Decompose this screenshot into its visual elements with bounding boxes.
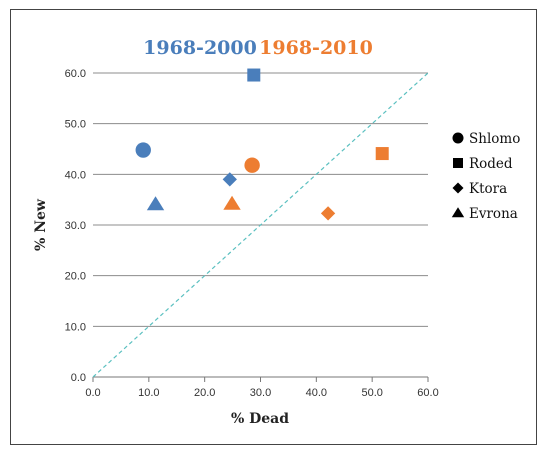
legend-label-roded: Roded	[469, 156, 513, 172]
y-tick-label: 0.0	[71, 372, 86, 384]
reference-line	[92, 72, 429, 378]
period-label-1968-2010: 1968-2010	[259, 37, 373, 59]
x-tick-label: 0.0	[85, 387, 100, 399]
point-1968-2000-evrona	[146, 196, 165, 211]
x-tick-label: 20.0	[194, 387, 215, 399]
y-tick-label: 60.0	[65, 68, 86, 80]
gridlines	[93, 72, 428, 327]
tick-labels: 0.0 10.0 20.0 30.0 40.0 50.0 60.0 0.0 10.0 20.0 30…	[65, 68, 439, 399]
point-1968-2000-shlomo	[135, 142, 151, 158]
period-label-1968-2000: 1968-2000	[143, 37, 257, 59]
x-tick-label: 30.0	[250, 387, 271, 399]
x-tick-label: 50.0	[361, 387, 382, 399]
point-1968-2000-roded	[247, 68, 261, 82]
legend-diamond-icon	[452, 182, 464, 194]
y-tick-label: 30.0	[65, 220, 86, 232]
legend-label-evrona: Evrona	[469, 206, 518, 222]
legend-label-ktora: Ktora	[469, 181, 507, 197]
y-tick-label: 10.0	[65, 321, 86, 333]
y-tick-label: 40.0	[65, 169, 86, 181]
legend: Shlomo Roded Ktora Evrona	[451, 131, 520, 222]
y-tick-label: 50.0	[65, 119, 86, 131]
point-1968-2010-evrona	[223, 195, 241, 210]
y-axis-title: % New	[33, 198, 49, 251]
legend-label-shlomo: Shlomo	[469, 131, 520, 147]
point-1968-2010-ktora	[320, 206, 336, 221]
x-axis-title: % Dead	[231, 411, 289, 427]
reference-line-group	[92, 72, 429, 378]
legend-triangle-icon	[451, 207, 465, 218]
point-1968-2000-ktora	[222, 172, 237, 187]
chart-frame	[10, 9, 537, 445]
y-tick-label: 20.0	[65, 271, 86, 283]
legend-square-icon	[453, 158, 463, 168]
data-points	[135, 68, 389, 221]
x-tick-label: 60.0	[417, 387, 438, 399]
axes	[92, 376, 429, 382]
x-tick-label: 40.0	[306, 387, 327, 399]
point-1968-2010-shlomo	[244, 157, 260, 173]
point-1968-2010-roded	[375, 147, 389, 161]
x-tick-label: 10.0	[138, 387, 159, 399]
legend-circle-icon	[452, 132, 464, 144]
